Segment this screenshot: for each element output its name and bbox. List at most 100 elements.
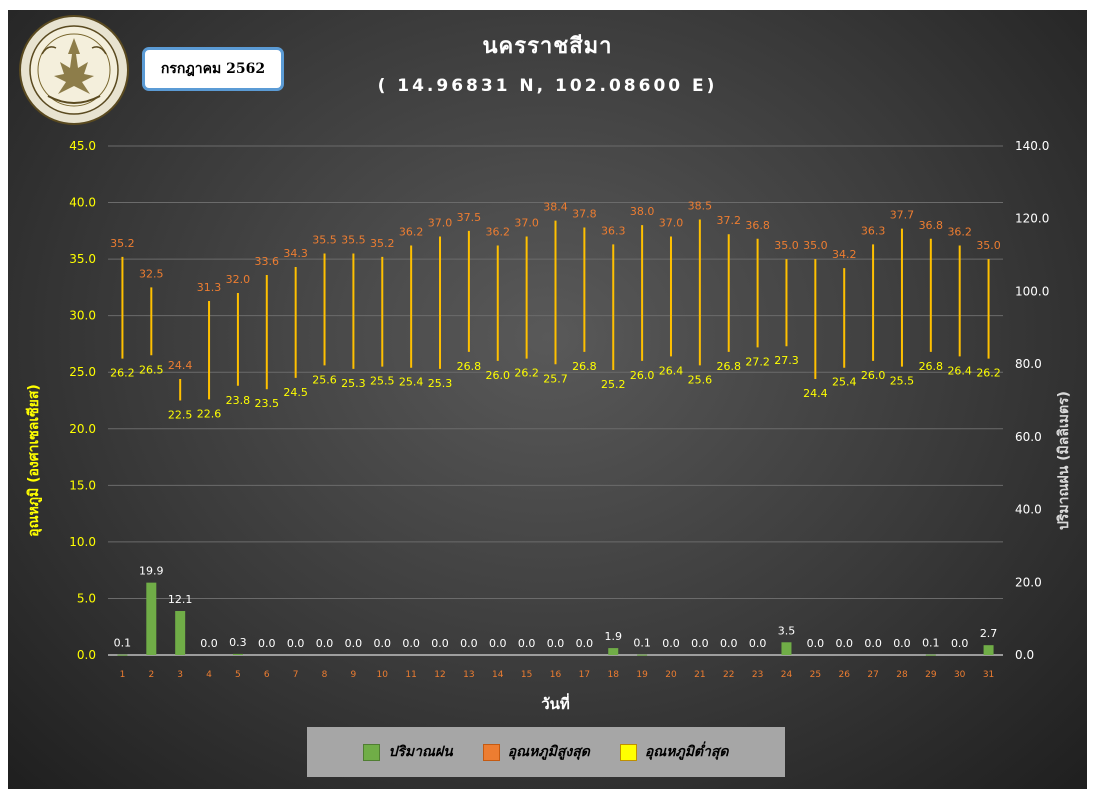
rain-bar	[781, 642, 792, 655]
legend-label-rain: ปริมาณฝน	[388, 744, 453, 760]
legend-swatch-max-temp	[482, 743, 500, 761]
legend-label-max-temp: อุณหภูมิสูงสุด	[507, 744, 590, 760]
max-temp-data-label: 37.5	[457, 211, 482, 224]
max-temp-data-label: 31.3	[197, 281, 222, 294]
y-right-tick-label: 100.0	[1015, 284, 1049, 298]
max-temp-data-label: 24.4	[168, 359, 193, 372]
rain-data-label: 0.0	[691, 637, 709, 650]
chart-legend: ปริมาณฝน อุณหภูมิสูงสุด อุณหภูมิต่ำสุด	[307, 727, 785, 777]
max-temp-data-label: 37.2	[716, 214, 741, 227]
max-temp-data-label: 35.0	[774, 239, 799, 252]
legend-item-rain: ปริมาณฝน	[363, 741, 453, 763]
min-temp-data-label: 26.8	[919, 360, 944, 373]
max-temp-data-label: 36.2	[486, 226, 511, 239]
max-temp-data-label: 36.3	[861, 224, 886, 237]
rain-data-label: 0.0	[864, 637, 882, 650]
rain-data-label: 0.0	[662, 637, 680, 650]
x-tick-label: 11	[405, 670, 416, 680]
min-temp-data-label: 22.5	[168, 409, 193, 422]
rain-data-label: 0.0	[951, 637, 969, 650]
legend-swatch-min-temp	[619, 743, 637, 761]
rain-data-label: 0.0	[402, 637, 420, 650]
legend-item-min-temp: อุณหภูมิต่ำสุด	[619, 741, 729, 763]
min-temp-data-label: 26.5	[139, 363, 164, 376]
min-temp-data-label: 25.5	[370, 375, 395, 388]
min-temp-data-label: 24.4	[803, 387, 828, 400]
rain-data-label: 0.0	[547, 637, 565, 650]
combo-chart: 0.05.010.015.020.025.030.035.040.045.00.…	[26, 139, 1072, 713]
x-tick-label: 5	[235, 670, 241, 680]
legend-swatch-rain	[363, 743, 381, 761]
rain-data-label: 0.0	[345, 637, 363, 650]
x-tick-label: 24	[781, 670, 793, 680]
x-tick-label: 3	[177, 670, 183, 680]
y-right-tick-label: 60.0	[1015, 430, 1042, 444]
min-temp-data-label: 25.7	[543, 372, 568, 385]
y-right-axis-title: ปริมาณฝน (มิลลิเมตร)	[1056, 391, 1072, 530]
x-tick-label: 14	[492, 670, 504, 680]
max-temp-data-label: 34.3	[283, 247, 308, 260]
rain-data-label: 0.0	[316, 637, 334, 650]
x-tick-label: 1	[120, 670, 126, 680]
min-temp-data-label: 26.0	[630, 369, 655, 382]
x-tick-label: 13	[463, 670, 474, 680]
max-temp-data-label: 35.0	[976, 239, 1001, 252]
max-temp-data-label: 36.8	[919, 219, 944, 232]
max-temp-data-label: 36.2	[947, 226, 972, 239]
month-label: กรกฎาคม 2562	[160, 61, 266, 77]
rain-bar	[175, 611, 186, 655]
rain-data-label: 3.5	[778, 624, 796, 637]
max-temp-data-label: 34.2	[832, 248, 857, 261]
min-temp-data-label: 25.3	[428, 377, 453, 390]
rain-bar	[925, 654, 936, 656]
rain-data-label: 0.0	[489, 637, 507, 650]
y-left-tick-label: 45.0	[69, 139, 96, 153]
rain-data-label: 0.1	[114, 637, 132, 650]
x-tick-label: 15	[521, 670, 532, 680]
legend-item-max-temp: อุณหภูมิสูงสุด	[482, 741, 590, 763]
rain-data-label: 0.0	[374, 637, 392, 650]
y-right-tick-label: 120.0	[1015, 212, 1049, 226]
x-tick-label: 8	[322, 670, 328, 680]
min-temp-data-label: 22.6	[197, 407, 222, 420]
y-left-tick-label: 25.0	[69, 365, 96, 379]
x-tick-label: 16	[550, 670, 562, 680]
max-temp-data-label: 36.2	[399, 226, 424, 239]
chart-frame: กรกฎาคม 2562 นครราชสีมา ( 14.96831 N, 10…	[8, 10, 1087, 789]
min-temp-data-label: 25.6	[312, 373, 337, 386]
y-right-tick-label: 80.0	[1015, 357, 1042, 371]
x-tick-label: 4	[206, 670, 212, 680]
max-temp-data-label: 37.0	[659, 216, 684, 229]
rain-bar	[146, 582, 157, 655]
max-temp-data-label: 33.6	[255, 255, 280, 268]
min-temp-data-label: 26.0	[486, 369, 511, 382]
y-left-tick-label: 35.0	[69, 252, 96, 266]
x-tick-label: 22	[723, 670, 734, 680]
y-left-tick-label: 30.0	[69, 309, 96, 323]
rain-data-label: 0.0	[835, 637, 853, 650]
min-temp-data-label: 26.0	[861, 369, 886, 382]
y-left-tick-label: 0.0	[77, 648, 96, 662]
max-temp-data-label: 35.5	[312, 233, 337, 246]
y-left-tick-label: 5.0	[77, 591, 96, 605]
rain-data-label: 0.0	[720, 637, 738, 650]
chart-subtitle: ( 14.96831 N, 102.08600 E)	[377, 76, 718, 96]
rain-data-label: 19.9	[139, 565, 164, 578]
y-right-tick-label: 0.0	[1015, 648, 1034, 662]
x-tick-label: 9	[351, 670, 357, 680]
max-temp-data-label: 32.0	[226, 273, 251, 286]
min-temp-data-label: 24.5	[283, 386, 308, 399]
max-temp-data-label: 35.0	[803, 239, 828, 252]
x-axis-title: วันที่	[541, 693, 570, 713]
rain-data-label: 0.0	[431, 637, 449, 650]
rain-data-label: 0.0	[258, 637, 276, 650]
y-left-tick-label: 20.0	[69, 422, 96, 436]
min-temp-data-label: 26.4	[947, 364, 972, 377]
max-temp-data-label: 35.5	[341, 233, 366, 246]
y-left-tick-label: 10.0	[69, 535, 96, 549]
max-temp-data-label: 37.8	[572, 207, 597, 220]
max-temp-data-label: 38.0	[630, 205, 655, 218]
x-tick-label: 23	[752, 670, 763, 680]
rain-data-label: 0.0	[749, 637, 767, 650]
rain-data-label: 0.0	[518, 637, 536, 650]
